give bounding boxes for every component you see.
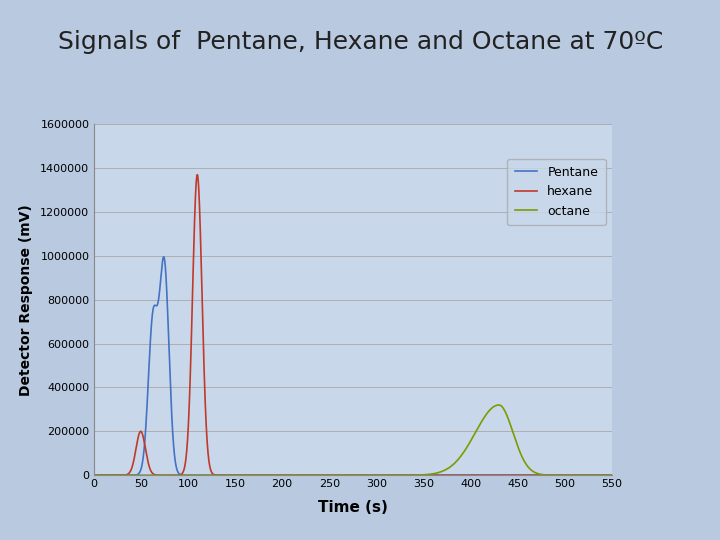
Text: Signals of  Pentane, Hexane and Octane at 70ºC: Signals of Pentane, Hexane and Octane at… bbox=[58, 30, 663, 54]
octane bbox=[505, 420, 514, 427]
hexane bbox=[387, 472, 396, 478]
Pentane bbox=[318, 472, 327, 478]
octane bbox=[318, 472, 327, 478]
hexane bbox=[505, 472, 514, 478]
Line: Pentane: Pentane bbox=[94, 257, 612, 475]
Pentane bbox=[118, 472, 127, 478]
Pentane bbox=[505, 472, 514, 478]
Y-axis label: Detector Response (mV): Detector Response (mV) bbox=[19, 204, 33, 396]
octane bbox=[118, 472, 127, 478]
Pentane bbox=[510, 472, 519, 478]
hexane bbox=[486, 472, 495, 478]
octane bbox=[89, 472, 98, 478]
hexane bbox=[608, 472, 616, 478]
Legend: Pentane, hexane, octane: Pentane, hexane, octane bbox=[508, 159, 606, 225]
octane bbox=[510, 435, 519, 442]
X-axis label: Time (s): Time (s) bbox=[318, 501, 388, 516]
hexane bbox=[375, 472, 384, 478]
Pentane bbox=[159, 254, 168, 260]
Pentane bbox=[387, 472, 396, 478]
hexane bbox=[193, 171, 202, 178]
octane bbox=[387, 472, 396, 478]
octane bbox=[608, 472, 616, 478]
Line: hexane: hexane bbox=[94, 174, 612, 475]
hexane bbox=[318, 472, 327, 478]
Pentane bbox=[342, 472, 351, 478]
hexane bbox=[510, 472, 519, 478]
hexane bbox=[89, 472, 98, 478]
Pentane bbox=[486, 472, 495, 478]
Pentane bbox=[89, 472, 98, 478]
octane bbox=[486, 407, 495, 413]
hexane bbox=[118, 472, 127, 478]
octane bbox=[495, 402, 503, 408]
Line: octane: octane bbox=[94, 405, 612, 475]
Pentane bbox=[608, 472, 616, 478]
